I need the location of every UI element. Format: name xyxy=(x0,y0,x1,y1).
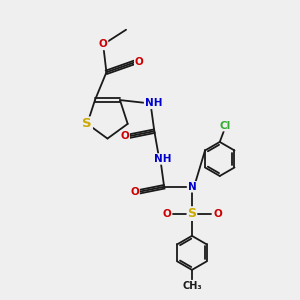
Text: O: O xyxy=(121,131,129,141)
Text: NH: NH xyxy=(145,98,162,108)
Text: O: O xyxy=(162,208,171,219)
Text: NH: NH xyxy=(154,154,172,164)
Text: O: O xyxy=(135,58,143,68)
Text: S: S xyxy=(82,117,92,130)
Text: CH₃: CH₃ xyxy=(182,280,202,291)
Text: N: N xyxy=(188,182,196,192)
Text: Cl: Cl xyxy=(219,121,230,130)
Text: O: O xyxy=(130,187,139,197)
Text: O: O xyxy=(99,40,107,50)
Text: S: S xyxy=(188,207,196,220)
Text: O: O xyxy=(213,208,222,219)
